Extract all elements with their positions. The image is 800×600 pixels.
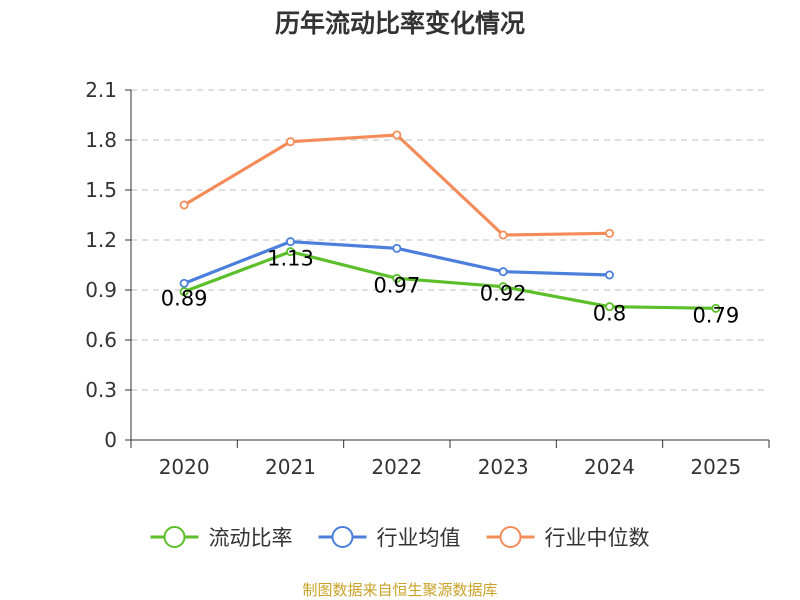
data-point <box>285 237 295 247</box>
data-point <box>392 243 402 253</box>
data-point <box>392 273 402 283</box>
data-point <box>179 200 189 210</box>
legend-marker <box>331 526 354 548</box>
data-label: 0.89 <box>161 287 208 311</box>
data-point <box>498 282 508 292</box>
data-point <box>605 228 615 238</box>
legend-marker <box>163 526 186 548</box>
series-group <box>179 130 721 313</box>
y-tick-label: 2.1 <box>85 78 117 102</box>
data-labels: 0.89 1.13 0.97 0.92 0.8 0.79 <box>161 247 739 328</box>
source-note: 制图数据来自恒生聚源数据库 <box>302 581 497 599</box>
chart-title: 历年流动比率变化情况 <box>275 9 525 38</box>
data-point <box>605 302 615 312</box>
grid-lines <box>131 89 769 391</box>
y-tick-label: 0.6 <box>85 328 117 352</box>
y-tick-label: 0.9 <box>85 278 117 302</box>
x-tick-label: 2025 <box>690 455 741 479</box>
x-tick-label: 2021 <box>265 455 316 479</box>
legend: 流动比率 行业均值 行业中位数 <box>150 526 650 550</box>
series-line <box>182 133 612 237</box>
data-label: 0.8 <box>593 302 626 326</box>
data-point <box>179 278 189 288</box>
x-tick-label: 2023 <box>478 455 529 479</box>
axes: 0 0.3 0.6 0.9 1.2 1.5 1.8 2.1 2020 2021 2022 2023 20… <box>85 78 770 479</box>
data-point <box>498 267 508 277</box>
legend-label: 行业中位数 <box>545 526 650 550</box>
data-point <box>711 303 721 313</box>
data-point <box>285 137 295 147</box>
data-point <box>179 287 189 297</box>
x-tick-label: 2022 <box>371 455 422 479</box>
data-label: 0.97 <box>373 273 420 297</box>
x-tick-label: 2024 <box>584 455 635 479</box>
legend-item[interactable]: 行业均值 <box>318 526 461 550</box>
data-label: 1.13 <box>267 247 314 271</box>
y-tick-label: 0.3 <box>85 378 117 402</box>
y-tick-label: 1.2 <box>85 228 117 252</box>
y-tick-label: 0 <box>104 428 117 452</box>
legend-marker <box>499 526 522 548</box>
data-point <box>392 130 402 140</box>
data-point <box>498 230 508 240</box>
y-tick-label: 1.8 <box>85 128 117 152</box>
y-tick-label: 1.5 <box>85 178 117 202</box>
x-tick-label: 2020 <box>159 455 210 479</box>
data-label: 0.92 <box>480 282 527 306</box>
legend-item[interactable]: 行业中位数 <box>486 526 650 550</box>
series-line <box>182 250 718 310</box>
data-label: 0.79 <box>692 303 739 327</box>
legend-item[interactable]: 流动比率 <box>150 526 293 550</box>
legend-label: 行业均值 <box>377 526 461 550</box>
data-point <box>605 270 615 280</box>
data-point <box>285 247 295 257</box>
legend-label: 流动比率 <box>209 526 293 550</box>
